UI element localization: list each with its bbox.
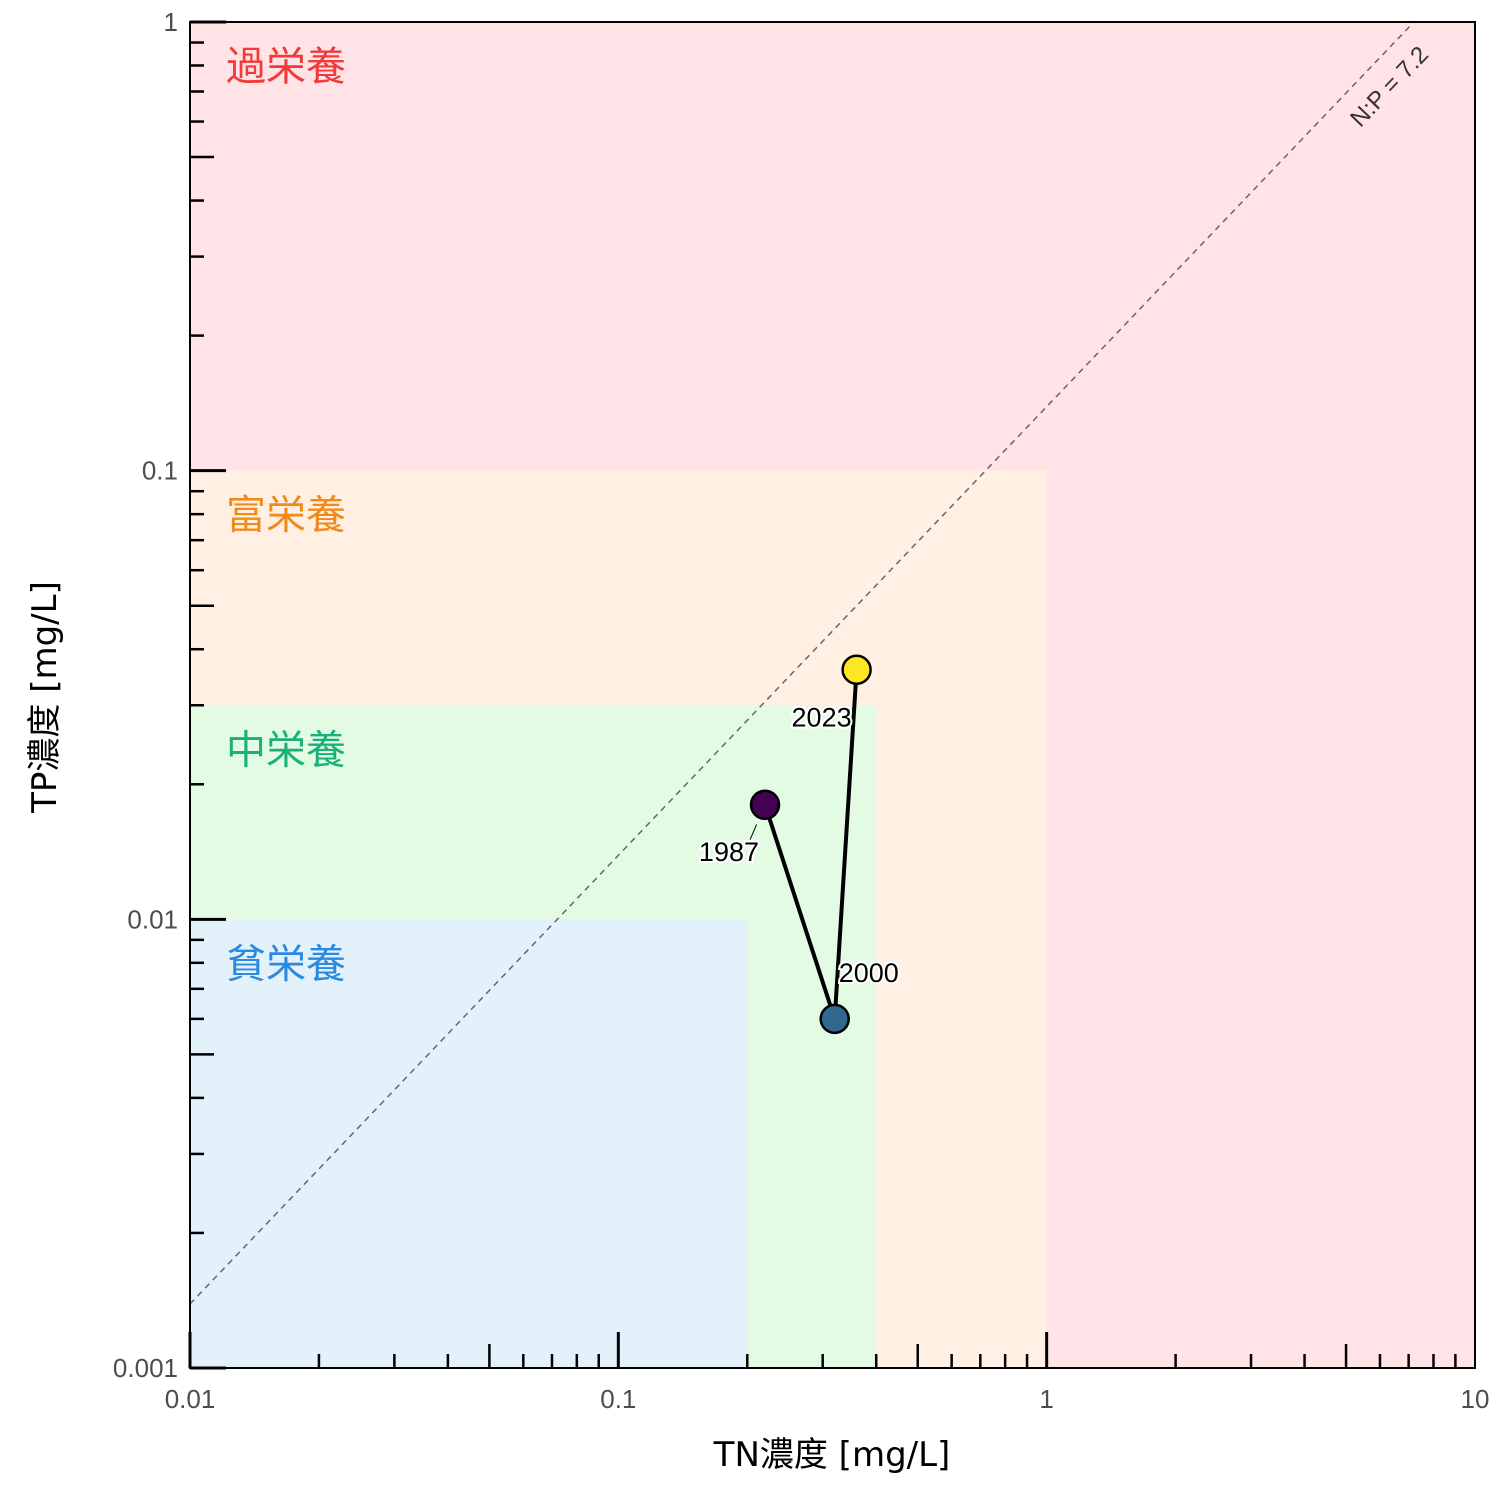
y-tick-label: 0.1	[142, 456, 178, 486]
np-ratio-line	[189, 21, 1415, 1305]
y-axis-title: TP濃度 [mg/L]	[25, 581, 65, 814]
zone-label-3: 貧栄養	[226, 941, 346, 987]
plot-frame	[189, 21, 1476, 1369]
x-tick-label: 0.01	[165, 1384, 216, 1414]
zone-label-0: 過栄養	[226, 44, 346, 90]
y-axis-tick-labels: 0.001 0.01 0.1 1	[113, 7, 178, 1383]
point-2023	[841, 654, 872, 685]
x-axis-ticks	[188, 1332, 1457, 1368]
year-label-1987: 1987	[699, 837, 759, 867]
data-points	[749, 654, 872, 1035]
y-axis-ticks	[190, 20, 226, 1370]
year-label-2000: 2000	[839, 958, 899, 988]
year-leader-2023	[853, 689, 856, 706]
y-tick-label: 0.01	[127, 904, 178, 934]
zone-label-2: 中栄養	[226, 727, 346, 773]
x-axis-title: TN濃度 [mg/L]	[713, 1435, 951, 1475]
trophic-zones	[190, 22, 1475, 1369]
y-tick-label: 0.001	[113, 1353, 178, 1383]
year-label-2023: 2023	[792, 703, 852, 733]
year-labels: 1987 2000 2023	[697, 701, 901, 990]
point-2000	[819, 1003, 850, 1035]
x-tick-label: 10	[1461, 1384, 1490, 1414]
year-leader-1987	[749, 824, 758, 840]
y-tick-label: 1	[164, 7, 178, 37]
zone-3	[190, 919, 748, 1368]
x-tick-label: 0.1	[600, 1384, 636, 1414]
zone-label-1: 富栄養	[226, 493, 346, 539]
point-1987	[749, 789, 781, 821]
x-tick-label: 1	[1039, 1384, 1053, 1414]
x-axis-tick-labels: 0.01 0.1 1 10	[165, 1384, 1490, 1414]
